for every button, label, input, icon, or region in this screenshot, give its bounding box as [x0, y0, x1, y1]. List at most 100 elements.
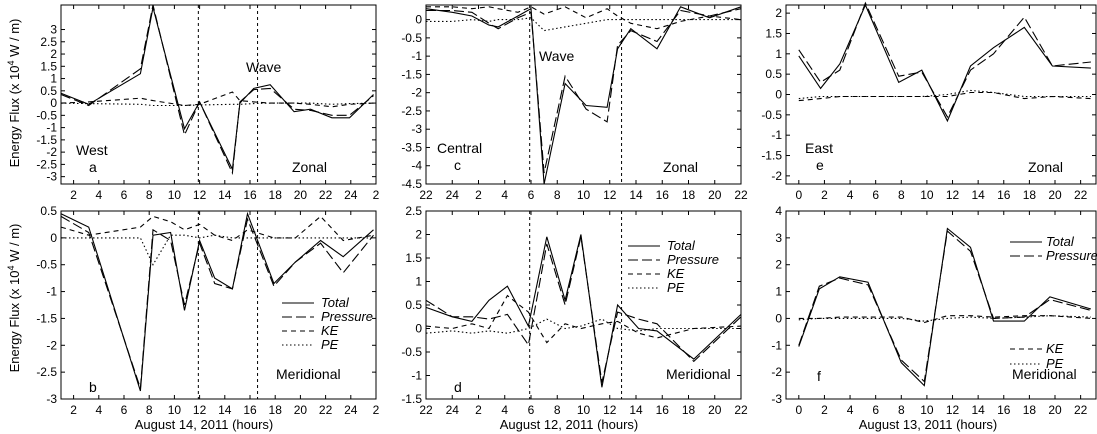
x-tick-label: 6	[528, 403, 535, 417]
x-tick-label: 16	[997, 403, 1011, 417]
x-tick-label: 0	[795, 403, 802, 417]
y-tick-label: 0	[775, 88, 782, 102]
x-tick-label: 18	[1023, 188, 1037, 202]
wave-label: Wave	[246, 59, 281, 75]
series-line-pressure	[60, 215, 374, 389]
svg-text:Energy Flux (x 104 W / m): Energy Flux (x 104 W / m)	[6, 224, 22, 373]
x-tick-label: 22	[1074, 403, 1088, 417]
y-tick-label: 1.5	[405, 251, 422, 265]
y-tick-label: 2	[775, 6, 782, 20]
y-tick-label: -2	[771, 365, 782, 379]
series-line-pe	[798, 315, 1091, 322]
y-tick-label: -0.5	[36, 258, 57, 272]
y-tick-label: 2	[775, 258, 782, 272]
x-tick-label: 10	[168, 403, 182, 417]
y-tick-label: 0	[50, 96, 57, 110]
y-tick-label: 3	[775, 231, 782, 245]
x-tick-label: 12	[193, 403, 207, 417]
y-tick-label: -2.5	[36, 157, 57, 171]
x-tick-label: 4	[501, 188, 508, 202]
series-line-pressure	[425, 236, 742, 383]
x-tick-label: 14	[218, 188, 232, 202]
component-label: Meridional	[276, 366, 341, 382]
y-tick-label: -0.5	[401, 345, 422, 359]
x-tick-label: 24	[344, 188, 358, 202]
x-tick-label: 4	[95, 403, 102, 417]
y-tick-label: -2	[46, 338, 57, 352]
x-tick-label: 20	[294, 188, 308, 202]
legend-entry: Pressure	[667, 252, 719, 267]
y-tick-label: 1.5	[765, 26, 782, 40]
component-label: Zonal	[663, 159, 698, 175]
legend-entry: Total	[321, 295, 350, 310]
y-tick-label: 0.5	[765, 67, 782, 81]
y-tick-label: -1.5	[401, 67, 422, 81]
x-tick-label: 4	[847, 403, 854, 417]
site-label: Central	[437, 140, 482, 156]
x-tick-label: 2	[475, 188, 482, 202]
x-tick-label: 6	[872, 188, 879, 202]
x-tick-label: 14	[971, 188, 985, 202]
series-line-pressure	[798, 1, 1091, 119]
panels: -3-2.5-2-1.5-1-0.500.511.522.532 4 6 8 10 12 1…	[36, 1, 1097, 417]
series-line-ke	[798, 315, 1091, 324]
x-tick-label: 2	[70, 403, 77, 417]
ylabel-tail: W / m)	[7, 19, 22, 61]
y-tick-label: -3	[46, 170, 57, 184]
y-tick-label: 1	[775, 285, 782, 299]
x-tick-label: 8	[554, 188, 561, 202]
svg-text:Energy Flux (x 104 W / m): Energy Flux (x 104 W / m)	[6, 19, 22, 168]
y-tick-label: 1	[50, 72, 57, 86]
y-tick-label: 0.5	[40, 204, 57, 218]
y-tick-label: 0	[775, 311, 782, 325]
y-tick-label: -1	[411, 49, 422, 63]
x-tick-label: 4	[501, 403, 508, 417]
series-line-total	[425, 234, 742, 388]
x-tick-label: 10	[577, 403, 591, 417]
legend-entry: Total	[667, 238, 696, 253]
x-tick-label: 16	[656, 403, 670, 417]
x-tick-label: 10	[920, 403, 934, 417]
xlabel-west: August 14, 2011 (hours)	[135, 417, 274, 432]
x-tick-label: 16	[243, 188, 257, 202]
y-tick-label: 1	[775, 47, 782, 61]
y-tick-label: -3	[411, 122, 422, 136]
x-tick-label: 8	[898, 403, 905, 417]
y-axis-title-top: Energy Flux (x 104 W / m)	[6, 19, 22, 168]
panel-e: -2-1.5-1-0.500.511.520 2 4 6 8 10 12 14 16 18 20 22…	[761, 1, 1097, 202]
panel-letter: f	[817, 368, 821, 384]
y-tick-label: 1	[415, 275, 422, 289]
x-tick-label: 24	[446, 188, 460, 202]
series-line-pressure	[60, 4, 374, 176]
xlabel-central: August 12, 2011 (hours)	[500, 417, 639, 432]
x-tick-label: 8	[898, 188, 905, 202]
x-tick-label: 18	[269, 403, 283, 417]
y-tick-label: 2	[50, 47, 57, 61]
x-tick-label: 22	[1074, 188, 1088, 202]
x-tick-label: 8	[146, 403, 153, 417]
y-tick-label: -1.5	[401, 392, 422, 406]
x-tick-label: 22	[419, 403, 433, 417]
legend-entry: PE	[1046, 356, 1064, 371]
y-tick-label: 0	[415, 13, 422, 27]
x-tick-label: 14	[971, 403, 985, 417]
x-tick-label: 20	[1048, 403, 1062, 417]
series-line-ke	[425, 294, 742, 344]
y-tick-label: -2.5	[401, 104, 422, 118]
y-tick-label: -4	[411, 159, 422, 173]
y-tick-label: -1	[771, 338, 782, 352]
x-tick-label: 12	[193, 188, 207, 202]
y-tick-label: -1.5	[761, 149, 782, 163]
series-line-ke	[426, 6, 742, 30]
y-tick-label: -1	[46, 121, 57, 135]
x-tick-label: 18	[682, 188, 696, 202]
x-tick-label: 12	[603, 188, 617, 202]
component-label: Meridional	[666, 366, 731, 382]
y-tick-label: -2	[771, 169, 782, 183]
y-tick-label: 0	[415, 322, 422, 336]
x-tick-label: 12	[603, 403, 617, 417]
legend-entry: KE	[321, 323, 339, 338]
plot-frame	[60, 210, 377, 400]
